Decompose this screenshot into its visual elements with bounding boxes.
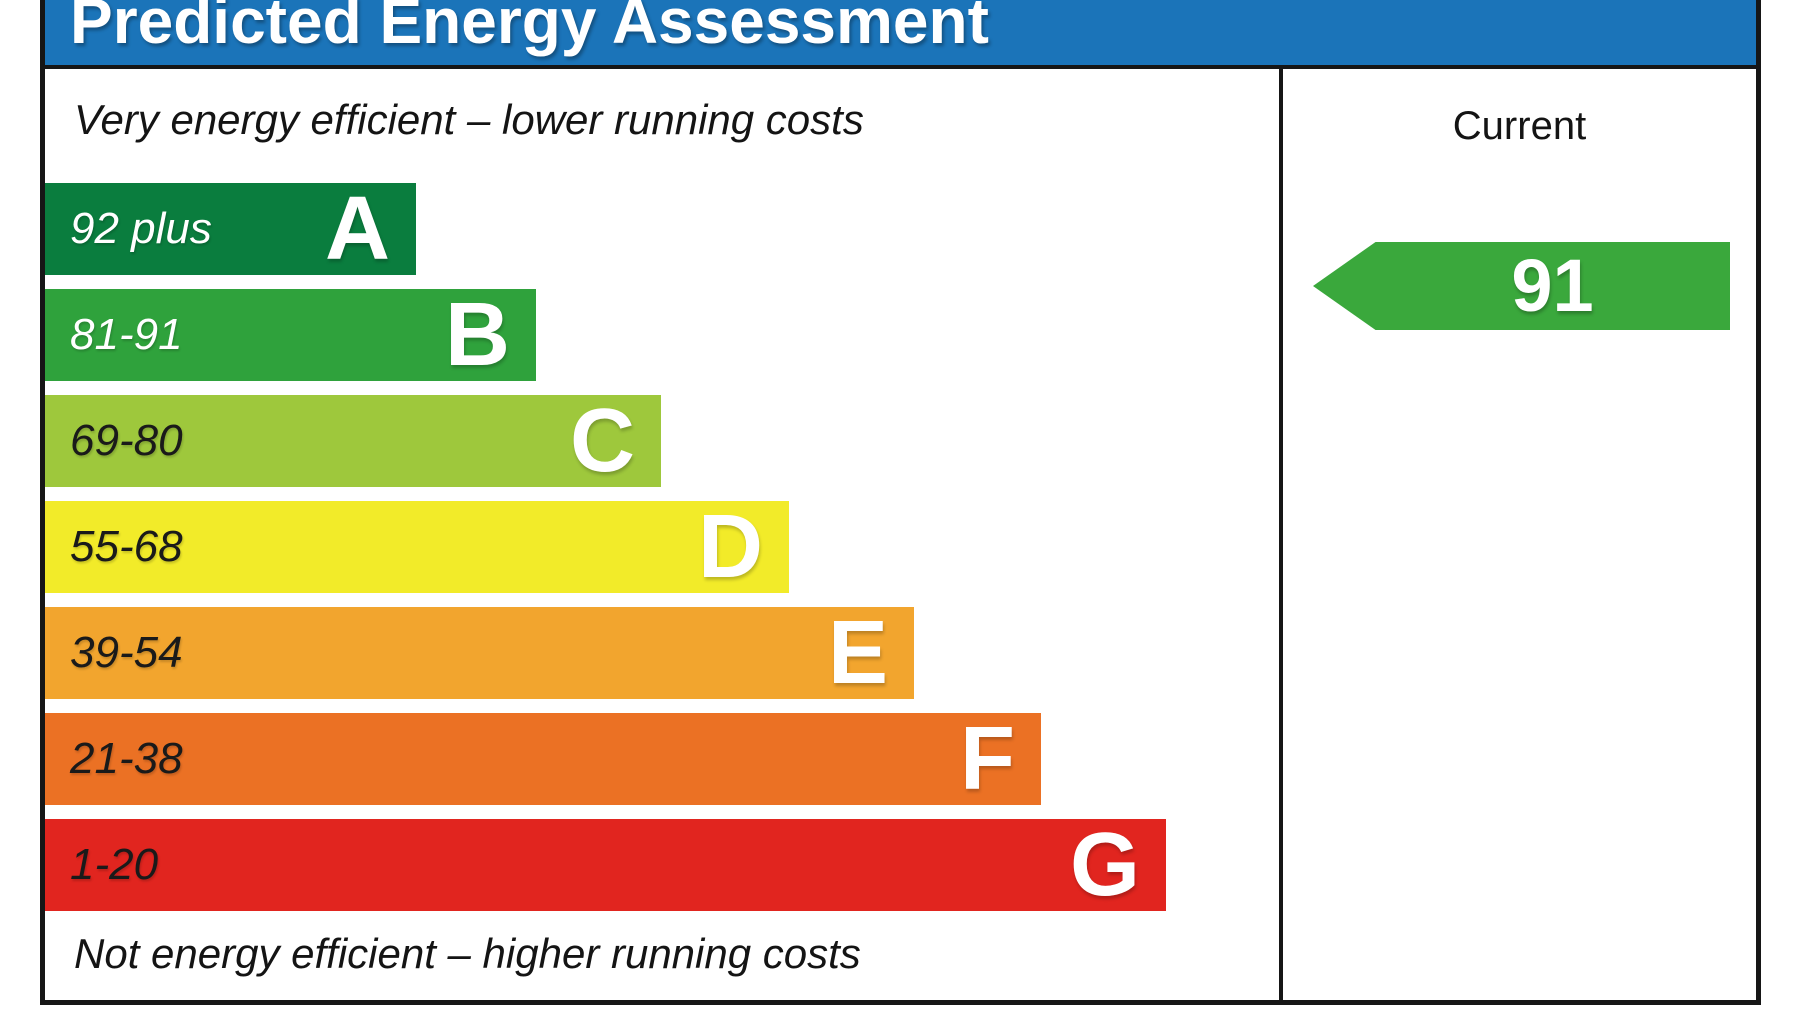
band-letter-label: A bbox=[325, 179, 390, 279]
band-letter-label: C bbox=[570, 391, 635, 491]
band-range-label: 1-20 bbox=[70, 840, 159, 889]
band-range-label: 21-38 bbox=[70, 734, 183, 783]
band-range-label: 69-80 bbox=[70, 416, 183, 465]
title-bar-underline bbox=[40, 65, 1761, 69]
band-letter-label: D bbox=[698, 497, 763, 597]
epc-band-G: 1-20 G bbox=[45, 819, 1166, 911]
epc-band-E: 39-54 E bbox=[45, 607, 914, 699]
bottom-efficiency-note: Not energy efficient – higher running co… bbox=[74, 930, 861, 977]
frame-right-border bbox=[1756, 0, 1761, 1005]
band-letter-label: G bbox=[1069, 815, 1140, 915]
top-efficiency-note: Very energy efficient – lower running co… bbox=[74, 96, 864, 143]
epc-band-B: 81-91 B bbox=[45, 289, 536, 381]
epc-band-A: 92 plus A bbox=[45, 183, 416, 275]
current-rating-arrow: 91 bbox=[1313, 242, 1730, 330]
band-range-label: 81-91 bbox=[70, 310, 183, 359]
band-letter-label: B bbox=[445, 285, 510, 385]
epc-bands: 92 plus A 81-91 B 69-80 C 55-68 D 39-54 … bbox=[45, 183, 1166, 925]
band-range-label: 92 plus bbox=[70, 204, 212, 253]
title-bar: Predicted Energy Assessment bbox=[44, 0, 1757, 65]
band-range-label: 39-54 bbox=[70, 628, 183, 677]
epc-band-D: 55-68 D bbox=[45, 501, 789, 593]
current-rating-value: 91 bbox=[1511, 244, 1594, 327]
epc-band-C: 69-80 C bbox=[45, 395, 661, 487]
band-letter-label: F bbox=[960, 709, 1015, 809]
frame-left-border bbox=[40, 0, 45, 1005]
epc-band-F: 21-38 F bbox=[45, 713, 1041, 805]
band-range-label: 55-68 bbox=[70, 522, 183, 571]
current-column-header: Current bbox=[1452, 104, 1587, 148]
band-letter-label: E bbox=[827, 603, 888, 703]
frame-bottom-border bbox=[40, 1000, 1761, 1005]
page-title: Predicted Energy Assessment bbox=[70, 0, 989, 57]
panel-divider bbox=[1279, 69, 1283, 1000]
